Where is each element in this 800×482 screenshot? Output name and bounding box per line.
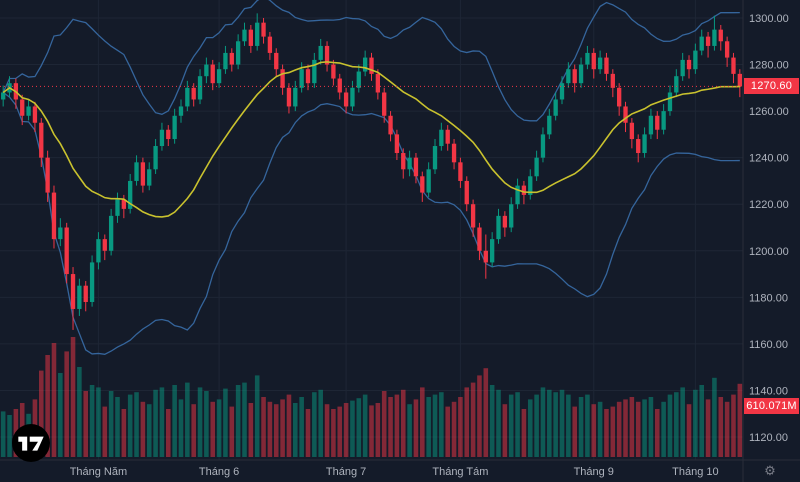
svg-text:1160.00: 1160.00 [749,339,788,351]
svg-text:1200.00: 1200.00 [749,246,789,258]
svg-text:1280.00: 1280.00 [749,60,789,72]
svg-text:1240.00: 1240.00 [749,153,789,165]
svg-text:Tháng 10: Tháng 10 [672,466,718,478]
tradingview-logo[interactable] [12,424,50,462]
svg-text:1180.00: 1180.00 [749,292,788,304]
svg-text:1260.00: 1260.00 [749,106,789,118]
svg-text:1140.00: 1140.00 [749,385,788,397]
last-volume-badge: 610.071M [744,398,799,414]
svg-text:Tháng Năm: Tháng Năm [70,466,127,478]
svg-text:1220.00: 1220.00 [749,199,789,211]
tradingview-logo-icon [12,424,50,462]
svg-text:1120.00: 1120.00 [749,432,788,444]
gear-icon[interactable]: ⚙ [764,463,776,478]
svg-text:Tháng 7: Tháng 7 [326,466,366,478]
svg-text:1300.00: 1300.00 [749,13,789,25]
svg-text:Tháng Tám: Tháng Tám [432,466,488,478]
last-price-badge: 1270.60 [744,78,799,94]
svg-text:Tháng 9: Tháng 9 [574,466,614,478]
svg-text:Tháng 6: Tháng 6 [199,466,239,478]
